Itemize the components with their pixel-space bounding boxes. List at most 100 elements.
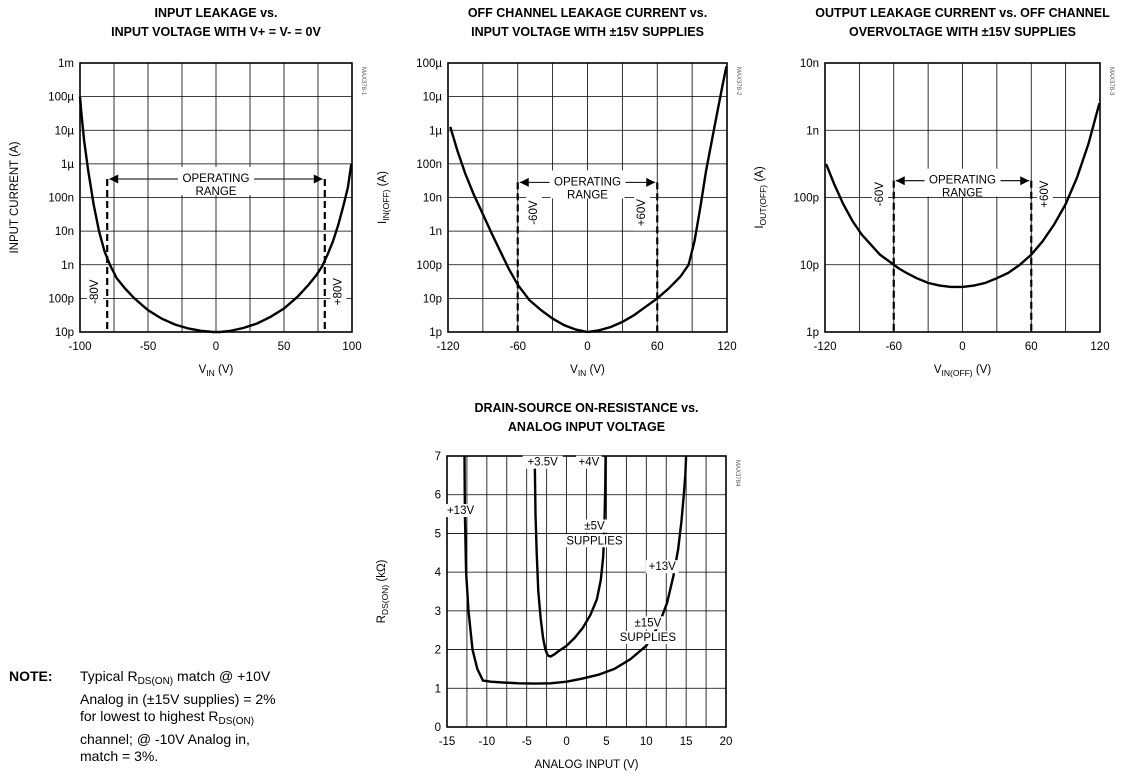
x-tick-label: 120	[1090, 341, 1109, 353]
x-tick-label: 60	[1025, 341, 1038, 353]
y-axis-label: INPUT CURRENT (A)	[9, 141, 21, 253]
figure-code: MAX3784	[734, 460, 740, 487]
voltage-label-background	[872, 176, 888, 213]
y-tick-label: 3	[435, 606, 441, 618]
voltage-limit-label: -80V	[89, 279, 101, 304]
x-tick-label: -50	[140, 341, 157, 353]
annotation-background	[645, 560, 679, 574]
chart-title-line: INPUT VOLTAGE WITH V+ = V- = 0V	[111, 25, 321, 39]
y-axis-label: IOUT(OFF) (A)	[754, 166, 768, 229]
arrow-left-icon	[895, 176, 905, 186]
x-tick-label: 15	[680, 736, 693, 748]
voltage-limit-label: +80V	[332, 278, 344, 306]
y-tick-label: 1n	[61, 260, 74, 272]
y-tick-label: 1µ	[429, 125, 442, 137]
x-tick-label: -120	[436, 341, 459, 353]
range-label-line: RANGE	[567, 189, 608, 201]
arrow-right-icon	[313, 174, 323, 184]
y-tick-label: 100p	[48, 293, 74, 305]
note-line-4: channel; @ -10V Analog in,	[80, 730, 250, 747]
x-tick-label: 120	[717, 341, 736, 353]
chart-title-line: INPUT VOLTAGE WITH ±15V SUPPLIES	[471, 25, 704, 39]
annotation-background	[581, 519, 608, 533]
y-tick-label: 10µ	[423, 92, 443, 104]
x-tick-label: -100	[68, 341, 91, 353]
series-curve-1	[449, 66, 728, 334]
y-tick-label: 5	[435, 528, 441, 540]
x-tick-label: 5	[603, 736, 609, 748]
x-tick-label: 60	[651, 341, 664, 353]
curve-annotation-label: +3.5V	[527, 457, 558, 469]
chart-title-line: OFF CHANNEL LEAKAGE CURRENT vs.	[468, 6, 707, 20]
x-tick-label: 100	[342, 341, 361, 353]
y-tick-label: 1p	[429, 327, 442, 339]
range-label-background	[925, 168, 1000, 197]
chart-1: INPUT LEAKAGE vs. INPUT VOLTAGE WITH V+ =…	[9, 6, 366, 378]
y-tick-label: 1µ	[61, 159, 74, 171]
x-axis-label: ANALOG INPUT (V)	[535, 759, 639, 771]
curve-annotation-label: +13V	[447, 505, 475, 517]
y-tick-label: 10n	[800, 58, 819, 70]
figure-code: MAX378-2	[735, 67, 741, 96]
y-tick-label: 1m	[58, 58, 74, 70]
range-label-line: OPERATING	[929, 175, 996, 187]
y-tick-label: 1n	[806, 125, 819, 137]
chart-title-line: INPUT LEAKAGE vs.	[155, 6, 278, 20]
curve-annotation-label: +4V	[578, 457, 599, 469]
range-label-line: OPERATING	[554, 176, 621, 188]
plot-frame	[824, 62, 1101, 333]
curve-annotation-label: ±5V	[584, 521, 605, 533]
range-label-background	[179, 167, 253, 196]
series-curve-2	[533, 455, 607, 658]
note-line-3: for lowest to highest RDS(ON)	[80, 708, 255, 727]
y-tick-label: 100p	[793, 193, 819, 205]
y-tick-label: 4	[435, 567, 442, 579]
note-line-1: Typical RDS(ON) match @ +10V	[80, 668, 271, 687]
arrow-right-icon	[1020, 176, 1030, 186]
series-curve-1	[78, 96, 353, 334]
arrow-left-icon	[519, 177, 529, 187]
range-label-line: RANGE	[942, 188, 983, 200]
chart-title-line: DRAIN-SOURCE ON-RESISTANCE vs.	[474, 401, 698, 415]
y-tick-label: 100n	[48, 193, 74, 205]
figure-code: MAX378-1	[360, 67, 366, 96]
x-tick-label: 20	[720, 736, 733, 748]
x-tick-label: 0	[213, 341, 219, 353]
range-label-line: OPERATING	[183, 173, 250, 185]
x-tick-label: -5	[522, 736, 532, 748]
x-tick-label: -10	[479, 736, 496, 748]
y-tick-label: 10n	[55, 226, 74, 238]
x-tick-label: -15	[439, 736, 456, 748]
chart-4: DRAIN-SOURCE ON-RESISTANCE vs. ANALOG INP…	[376, 401, 740, 771]
y-tick-label: 6	[435, 490, 441, 502]
chart-2: OFF CHANNEL LEAKAGE CURRENT vs. INPUT VOL…	[377, 6, 741, 378]
x-tick-label: -60	[509, 341, 526, 353]
figure-code: MAX378-3	[1108, 67, 1114, 96]
series-curve-1	[463, 455, 688, 685]
y-tick-label: 10n	[423, 193, 442, 205]
curve-annotation-label: SUPPLIES	[566, 535, 623, 547]
x-tick-label: 50	[278, 341, 291, 353]
arrow-right-icon	[646, 177, 656, 187]
x-tick-label: 0	[584, 341, 590, 353]
y-tick-label: 7	[435, 451, 441, 463]
range-label-background	[550, 170, 625, 199]
y-tick-label: 10p	[800, 260, 819, 272]
chart-title-line: OUTPUT LEAKAGE CURRENT vs. OFF CHANNEL	[815, 6, 1110, 20]
x-tick-label: 10	[640, 736, 653, 748]
range-label-line: RANGE	[196, 186, 237, 198]
y-tick-label: 100p	[416, 260, 442, 272]
x-axis-label: VIN(OFF) (V)	[934, 364, 992, 378]
x-tick-label: 0	[959, 341, 965, 353]
annotation-background	[631, 616, 665, 630]
chart-title-line: ANALOG INPUT VOLTAGE	[508, 420, 665, 434]
y-tick-label: 2	[435, 645, 441, 657]
x-tick-label: 0	[563, 736, 569, 748]
x-axis-label: VIN (V)	[570, 364, 605, 378]
curve-annotation-label: ±15V	[634, 617, 661, 629]
annotation-background	[576, 455, 602, 469]
voltage-limit-label: +60V	[1039, 180, 1051, 208]
chart-3: OUTPUT LEAKAGE CURRENT vs. OFF CHANNEL OV…	[754, 6, 1114, 378]
x-axis-label: VIN (V)	[199, 364, 234, 378]
